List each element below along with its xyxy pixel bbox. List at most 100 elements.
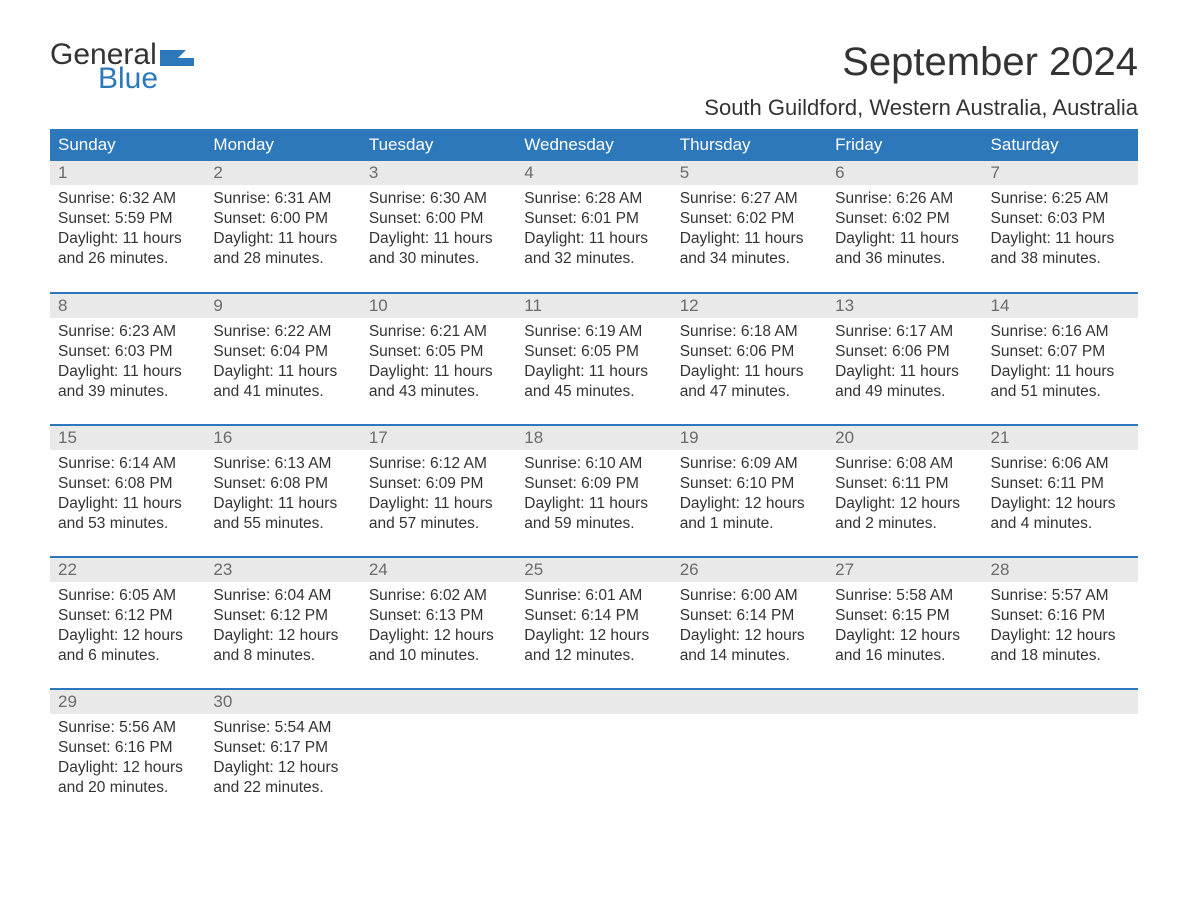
calendar-week: 15Sunrise: 6:14 AMSunset: 6:08 PMDayligh… bbox=[50, 425, 1138, 557]
daylight-line2: and 59 minutes. bbox=[524, 514, 663, 534]
sunset-text: Sunset: 6:05 PM bbox=[369, 342, 508, 362]
day-number-empty bbox=[983, 690, 1138, 714]
calendar-cell: 28Sunrise: 5:57 AMSunset: 6:16 PMDayligh… bbox=[983, 557, 1138, 689]
day-number-row-empty bbox=[983, 690, 1138, 714]
calendar-cell: 9Sunrise: 6:22 AMSunset: 6:04 PMDaylight… bbox=[205, 293, 360, 425]
logo-word-blue: Blue bbox=[98, 64, 194, 94]
day-number: 26 bbox=[672, 558, 827, 582]
sunset-text: Sunset: 6:12 PM bbox=[213, 606, 352, 626]
day-number: 19 bbox=[672, 426, 827, 450]
calendar-week: 8Sunrise: 6:23 AMSunset: 6:03 PMDaylight… bbox=[50, 293, 1138, 425]
day-number: 18 bbox=[516, 426, 671, 450]
sunrise-text: Sunrise: 6:12 AM bbox=[369, 454, 508, 474]
calendar-body: 1Sunrise: 6:32 AMSunset: 5:59 PMDaylight… bbox=[50, 161, 1138, 821]
day-body: Sunrise: 6:01 AMSunset: 6:14 PMDaylight:… bbox=[516, 582, 671, 675]
day-body: Sunrise: 6:10 AMSunset: 6:09 PMDaylight:… bbox=[516, 450, 671, 543]
daylight-line1: Daylight: 12 hours bbox=[835, 494, 974, 514]
day-number-row: 14 bbox=[983, 294, 1138, 318]
daylight-line2: and 32 minutes. bbox=[524, 249, 663, 269]
daylight-line1: Daylight: 11 hours bbox=[369, 494, 508, 514]
day-number: 21 bbox=[983, 426, 1138, 450]
daylight-line2: and 51 minutes. bbox=[991, 382, 1130, 402]
sunset-text: Sunset: 6:14 PM bbox=[524, 606, 663, 626]
daylight-line2: and 6 minutes. bbox=[58, 646, 197, 666]
daylight-line2: and 28 minutes. bbox=[213, 249, 352, 269]
day-number: 10 bbox=[361, 294, 516, 318]
day-number: 15 bbox=[50, 426, 205, 450]
calendar-cell: 14Sunrise: 6:16 AMSunset: 6:07 PMDayligh… bbox=[983, 293, 1138, 425]
sunset-text: Sunset: 6:03 PM bbox=[58, 342, 197, 362]
day-body: Sunrise: 6:25 AMSunset: 6:03 PMDaylight:… bbox=[983, 185, 1138, 278]
calendar-week: 1Sunrise: 6:32 AMSunset: 5:59 PMDaylight… bbox=[50, 161, 1138, 293]
sunset-text: Sunset: 6:15 PM bbox=[835, 606, 974, 626]
day-number: 2 bbox=[205, 161, 360, 185]
daylight-line1: Daylight: 11 hours bbox=[835, 362, 974, 382]
daylight-line1: Daylight: 12 hours bbox=[369, 626, 508, 646]
daylight-line2: and 53 minutes. bbox=[58, 514, 197, 534]
col-friday: Friday bbox=[827, 129, 982, 161]
day-body: Sunrise: 6:19 AMSunset: 6:05 PMDaylight:… bbox=[516, 318, 671, 411]
sunset-text: Sunset: 6:01 PM bbox=[524, 209, 663, 229]
day-number-row: 26 bbox=[672, 558, 827, 582]
daylight-line2: and 2 minutes. bbox=[835, 514, 974, 534]
day-number: 8 bbox=[50, 294, 205, 318]
calendar-cell: 13Sunrise: 6:17 AMSunset: 6:06 PMDayligh… bbox=[827, 293, 982, 425]
col-sunday: Sunday bbox=[50, 129, 205, 161]
daylight-line1: Daylight: 12 hours bbox=[213, 758, 352, 778]
title-block: September 2024 South Guildford, Western … bbox=[704, 40, 1138, 121]
day-number-row: 24 bbox=[361, 558, 516, 582]
calendar-cell: 4Sunrise: 6:28 AMSunset: 6:01 PMDaylight… bbox=[516, 161, 671, 293]
sunrise-text: Sunrise: 6:14 AM bbox=[58, 454, 197, 474]
day-body: Sunrise: 5:56 AMSunset: 6:16 PMDaylight:… bbox=[50, 714, 205, 807]
day-body: Sunrise: 6:17 AMSunset: 6:06 PMDaylight:… bbox=[827, 318, 982, 411]
calendar-cell: 7Sunrise: 6:25 AMSunset: 6:03 PMDaylight… bbox=[983, 161, 1138, 293]
day-body: Sunrise: 5:57 AMSunset: 6:16 PMDaylight:… bbox=[983, 582, 1138, 675]
day-number: 30 bbox=[205, 690, 360, 714]
daylight-line2: and 34 minutes. bbox=[680, 249, 819, 269]
calendar-header-row: Sunday Monday Tuesday Wednesday Thursday… bbox=[50, 129, 1138, 161]
day-body: Sunrise: 6:31 AMSunset: 6:00 PMDaylight:… bbox=[205, 185, 360, 278]
day-number-row: 30 bbox=[205, 690, 360, 714]
daylight-line1: Daylight: 11 hours bbox=[369, 362, 508, 382]
calendar-cell: 22Sunrise: 6:05 AMSunset: 6:12 PMDayligh… bbox=[50, 557, 205, 689]
sunrise-text: Sunrise: 6:00 AM bbox=[680, 586, 819, 606]
sunrise-text: Sunrise: 6:30 AM bbox=[369, 189, 508, 209]
daylight-line1: Daylight: 11 hours bbox=[58, 229, 197, 249]
calendar-cell: 25Sunrise: 6:01 AMSunset: 6:14 PMDayligh… bbox=[516, 557, 671, 689]
day-number-row: 15 bbox=[50, 426, 205, 450]
sunrise-text: Sunrise: 6:27 AM bbox=[680, 189, 819, 209]
daylight-line2: and 18 minutes. bbox=[991, 646, 1130, 666]
sunset-text: Sunset: 6:02 PM bbox=[680, 209, 819, 229]
sunrise-text: Sunrise: 6:04 AM bbox=[213, 586, 352, 606]
daylight-line2: and 45 minutes. bbox=[524, 382, 663, 402]
day-number: 4 bbox=[516, 161, 671, 185]
sunset-text: Sunset: 5:59 PM bbox=[58, 209, 197, 229]
day-number-row: 1 bbox=[50, 161, 205, 185]
sunrise-text: Sunrise: 6:10 AM bbox=[524, 454, 663, 474]
day-number: 7 bbox=[983, 161, 1138, 185]
sunrise-text: Sunrise: 6:28 AM bbox=[524, 189, 663, 209]
day-number: 27 bbox=[827, 558, 982, 582]
day-number-row: 19 bbox=[672, 426, 827, 450]
sunrise-text: Sunrise: 6:08 AM bbox=[835, 454, 974, 474]
day-number-row: 12 bbox=[672, 294, 827, 318]
sunset-text: Sunset: 6:14 PM bbox=[680, 606, 819, 626]
day-body: Sunrise: 6:16 AMSunset: 6:07 PMDaylight:… bbox=[983, 318, 1138, 411]
day-body: Sunrise: 6:18 AMSunset: 6:06 PMDaylight:… bbox=[672, 318, 827, 411]
day-number-row: 20 bbox=[827, 426, 982, 450]
calendar-cell: 24Sunrise: 6:02 AMSunset: 6:13 PMDayligh… bbox=[361, 557, 516, 689]
daylight-line1: Daylight: 11 hours bbox=[991, 362, 1130, 382]
sunset-text: Sunset: 6:13 PM bbox=[369, 606, 508, 626]
calendar-cell: 26 Sunrise: 6:00 AMSunset: 6:14 PMDayligh… bbox=[672, 557, 827, 689]
daylight-line2: and 57 minutes. bbox=[369, 514, 508, 534]
day-number-row: 29 bbox=[50, 690, 205, 714]
calendar-cell bbox=[516, 689, 671, 821]
day-number-row-empty bbox=[672, 690, 827, 714]
day-number-row: 5 bbox=[672, 161, 827, 185]
calendar-cell: 29Sunrise: 5:56 AMSunset: 6:16 PMDayligh… bbox=[50, 689, 205, 821]
daylight-line1: Daylight: 12 hours bbox=[213, 626, 352, 646]
daylight-line1: Daylight: 12 hours bbox=[680, 626, 819, 646]
daylight-line1: Daylight: 12 hours bbox=[991, 494, 1130, 514]
col-wednesday: Wednesday bbox=[516, 129, 671, 161]
daylight-line2: and 43 minutes. bbox=[369, 382, 508, 402]
